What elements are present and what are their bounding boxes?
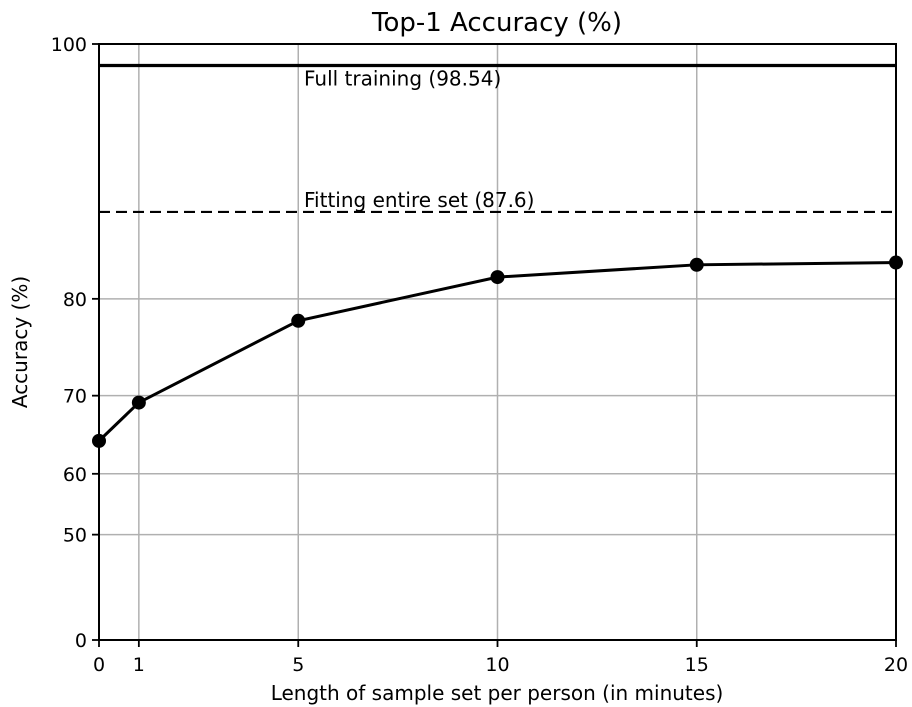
accuracy-series-line	[97, 261, 897, 442]
y-tick-label: 70	[63, 386, 87, 408]
y-tick-label: 50	[63, 525, 87, 547]
x-tick-label: 20	[884, 654, 908, 676]
y-tick-label: 80	[63, 289, 87, 311]
y-tick-label: 0	[75, 630, 87, 652]
data-point	[490, 270, 505, 285]
series-layer	[92, 255, 903, 448]
reference-lines-layer: Full training (98.54) Fitting entire set …	[99, 63, 896, 214]
x-tick-label: 1	[133, 654, 145, 676]
x-tick-label: 15	[685, 654, 709, 676]
x-tick-label: 0	[93, 654, 105, 676]
grid-layer	[99, 44, 896, 640]
x-axis-label: Length of sample set per person (in minu…	[271, 681, 724, 705]
data-point	[131, 395, 146, 410]
x-tick-label: 5	[292, 654, 304, 676]
fitting-entire-set-label: Fitting entire set (87.6)	[304, 188, 534, 212]
full-training-label: Full training (98.54)	[304, 67, 501, 91]
y-axis-label: Accuracy (%)	[8, 276, 32, 408]
y-tick-label: 100	[51, 34, 87, 56]
data-point	[689, 257, 704, 272]
data-point	[291, 313, 306, 328]
y-tick-label: 60	[63, 464, 87, 486]
x-tick-label: 10	[485, 654, 509, 676]
chart-title: Top-1 Accuracy (%)	[371, 8, 622, 38]
